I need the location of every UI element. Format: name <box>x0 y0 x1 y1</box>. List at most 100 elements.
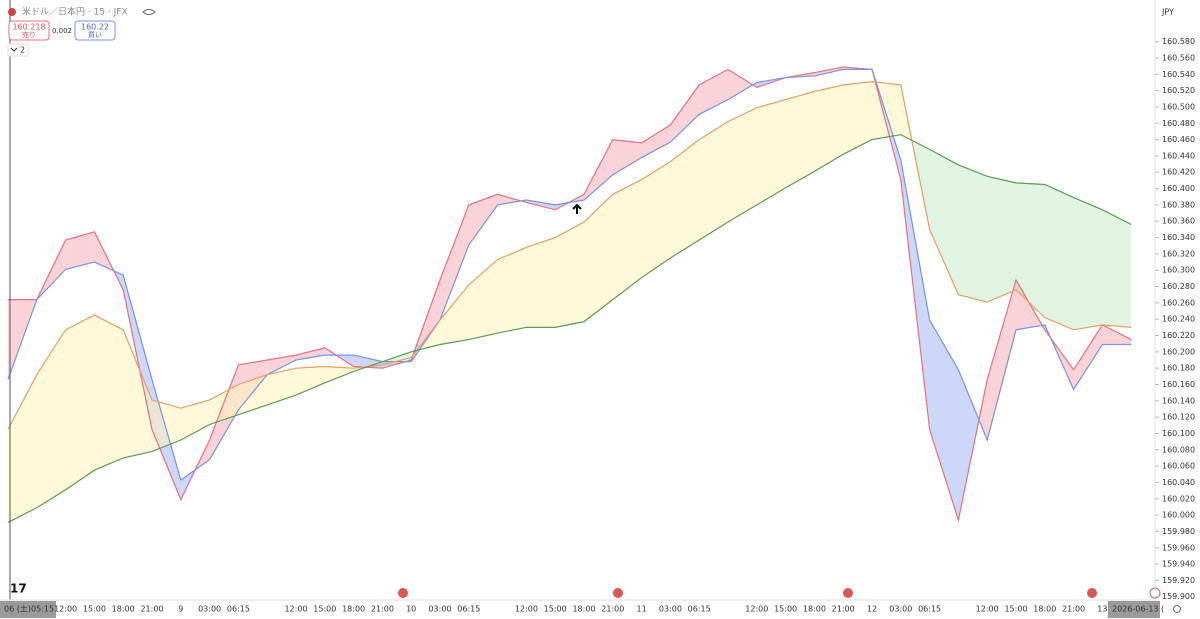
cloud-fill <box>65 315 95 490</box>
x-tick-label: 15:00 <box>313 605 336 614</box>
cloud-fill <box>641 124 671 158</box>
x-tick-label: 06:15 <box>688 605 711 614</box>
cloud-fill <box>987 280 1016 440</box>
x-tick-label: 12:00 <box>54 605 77 614</box>
cloud-fill <box>814 84 844 172</box>
cloud-fill <box>670 139 700 258</box>
cloud-fill <box>353 355 383 369</box>
cursor-time: 05:15 <box>31 605 54 614</box>
cloud-fill <box>1016 182 1045 318</box>
cloud-fill <box>180 400 210 440</box>
y-tick-label: 160.140 <box>1162 396 1195 405</box>
event-flag[interactable] <box>613 588 623 598</box>
y-tick-label: 160.300 <box>1162 266 1195 275</box>
x-tick-label: 18:00 <box>803 605 826 614</box>
cloud-fill <box>670 84 700 143</box>
x-tick-label: 21:00 <box>140 605 163 614</box>
y-tick-label: 160.160 <box>1162 380 1195 389</box>
y-tick-label: 160.180 <box>1162 364 1195 373</box>
sell-button[interactable] <box>8 20 50 41</box>
x-tick-label: 18:00 <box>572 605 595 614</box>
y-tick-label: 160.420 <box>1162 168 1195 177</box>
cloud-fill <box>94 315 124 471</box>
cloud-fill <box>468 194 498 245</box>
x-tick-label: 12:00 <box>745 605 768 614</box>
cloud-fill <box>468 259 498 340</box>
y-tick-label: 159.940 <box>1162 560 1195 569</box>
event-flag[interactable] <box>1087 588 1097 598</box>
y-tick-label: 160.120 <box>1162 413 1195 422</box>
cloud-fill <box>296 366 325 396</box>
cloud-fill <box>1102 324 1132 345</box>
y-tick-label: 160.280 <box>1162 282 1195 291</box>
x-tick-label: 21:00 <box>371 605 394 614</box>
event-flag[interactable] <box>843 588 853 598</box>
event-flag[interactable] <box>398 588 408 598</box>
y-tick-label: 159.980 <box>1162 527 1195 536</box>
y-tick-label: 160.560 <box>1162 53 1195 62</box>
series-line <box>7 81 1132 430</box>
cloud-fill <box>238 374 268 415</box>
symbol-flag <box>8 8 16 16</box>
cloud-fill <box>728 69 753 100</box>
cloud-fill <box>123 329 152 458</box>
x-tick-label: 13 <box>1097 605 1107 614</box>
x-tick-label: 15:00 <box>83 605 106 614</box>
indicator-toggle[interactable] <box>7 43 29 57</box>
series-line <box>7 68 1132 481</box>
cloud-fill <box>497 247 527 334</box>
symbol-title[interactable]: 米ドル／日本円 · 15 · JFX <box>22 6 128 18</box>
x-tick-label: 06:15 <box>457 605 480 614</box>
y-tick-label: 160.000 <box>1162 511 1195 520</box>
cursor-time-box <box>0 601 56 618</box>
cloud-fill <box>296 347 325 360</box>
cloud-fill <box>584 194 613 322</box>
x-tick-label: 03:00 <box>198 605 221 614</box>
cloud-fill <box>526 237 556 328</box>
x-tick-label: 10 <box>406 605 416 614</box>
event-icon[interactable] <box>1149 587 1161 599</box>
cloud-fill <box>929 149 959 295</box>
cloud-fill <box>987 176 1016 303</box>
chevron <box>10 47 18 52</box>
cloud-fill <box>555 222 584 328</box>
spread: 0.002 <box>52 27 72 35</box>
x-tick-label: 06:15 <box>227 605 250 614</box>
y-tick-label: 160.360 <box>1162 217 1195 226</box>
x-tick-label: 03:00 <box>428 605 451 614</box>
cloud-fill <box>728 107 757 223</box>
cloud-fill <box>1073 197 1103 330</box>
cloud-fill <box>1044 184 1074 330</box>
y-tick-label: 160.440 <box>1162 151 1195 160</box>
x-tick-label: 18:00 <box>1033 605 1056 614</box>
logo: 17 <box>10 582 27 596</box>
sell-price: 160.218 <box>12 23 45 32</box>
cloud-fill <box>267 368 296 405</box>
buy-button[interactable] <box>74 20 116 41</box>
y-tick-label: 160.260 <box>1162 298 1195 307</box>
cloud-fill <box>929 320 959 520</box>
y-tick-label: 160.240 <box>1162 315 1195 324</box>
cloud-fill <box>440 204 469 320</box>
y-tick-label: 160.380 <box>1162 200 1195 209</box>
y-tick-label: 160.100 <box>1162 429 1195 438</box>
lines <box>7 66 1132 523</box>
cursor-arrow <box>572 203 582 214</box>
settings-icon[interactable] <box>1173 605 1181 613</box>
cloud-fill <box>612 179 642 300</box>
cloud-fill <box>1102 209 1132 328</box>
cloud-fill <box>440 284 469 345</box>
y-tick-label: 160.460 <box>1162 135 1195 144</box>
y-tick-label: 160.060 <box>1162 462 1195 471</box>
x-tick-label: 12:00 <box>515 605 538 614</box>
x-tick-label: 18:00 <box>112 605 135 614</box>
visibility-icon[interactable] <box>142 9 156 15</box>
x-tick-label: 21:00 <box>1062 605 1085 614</box>
cloud-fill <box>843 81 872 155</box>
x-tick-label: 15:00 <box>544 605 567 614</box>
cloud-fill <box>785 91 815 188</box>
cloud-fill <box>641 161 671 278</box>
indicator-count: 2 <box>20 46 25 55</box>
y-tick-label: 160.580 <box>1162 37 1195 46</box>
cloud-fill <box>497 194 521 205</box>
